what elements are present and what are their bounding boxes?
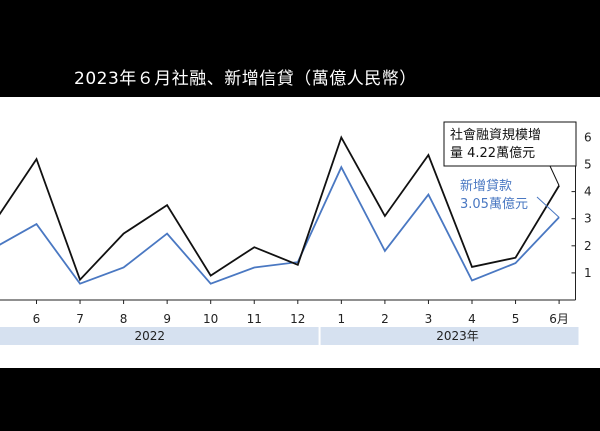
x-tick-label: 2 xyxy=(381,312,389,326)
series-line-new-loans xyxy=(0,165,560,285)
y-tick-label: 4 xyxy=(584,185,592,199)
x-tick-label: 1 xyxy=(338,312,346,326)
x-tick-label: 6 xyxy=(33,312,41,326)
y-tick-label: 6 xyxy=(584,130,592,144)
callout-text-social-financing: 社會融資規模增 xyxy=(450,127,541,143)
year-label-2022: 2022 xyxy=(135,329,166,343)
callout-leader-new-loans xyxy=(536,196,560,218)
x-tick-label: 11 xyxy=(247,312,262,326)
callout-leader-social-financing xyxy=(549,165,560,186)
x-tick-label: 7 xyxy=(76,312,84,326)
x-tick-label: 3 xyxy=(425,312,433,326)
x-tick-label: 5 xyxy=(512,312,520,326)
callout-text-new-loans: 3.05萬億元 xyxy=(460,196,528,212)
x-tick-label: 9 xyxy=(163,312,171,326)
x-tick-label: 4 xyxy=(468,312,476,326)
x-tick-label: 10 xyxy=(203,312,218,326)
title-bar: 2023年６月社融、新增信貸（萬億人民幣） xyxy=(0,0,600,97)
callout-text-social-financing: 量 4.22萬億元 xyxy=(450,145,535,161)
chart-title: 2023年６月社融、新增信貸（萬億人民幣） xyxy=(74,69,417,89)
y-tick-label: 3 xyxy=(584,212,592,226)
x-tick-label: 12 xyxy=(290,312,305,326)
year-band-2023 xyxy=(320,327,579,345)
y-tick-label: 5 xyxy=(584,158,592,172)
y-tick-label: 2 xyxy=(584,239,592,253)
year-band-2022 xyxy=(0,327,319,345)
bottom-bar xyxy=(0,368,600,431)
chart-panel: 1 2 3 4 5 6 6 7 8 9 10 11 12 1 2 3 4 5 6月 2022 2023年 社會融資規模增量… xyxy=(0,97,600,368)
x-tick-label: 6月 xyxy=(549,312,569,326)
series-line-social-financing xyxy=(0,135,560,282)
year-label-2023: 2023年 xyxy=(436,329,479,343)
x-tick-label: 8 xyxy=(120,312,128,326)
callout-text-new-loans: 新增貸款 xyxy=(460,178,512,194)
y-tick-label: 1 xyxy=(584,266,592,280)
callout-box-social-financing xyxy=(443,121,577,167)
